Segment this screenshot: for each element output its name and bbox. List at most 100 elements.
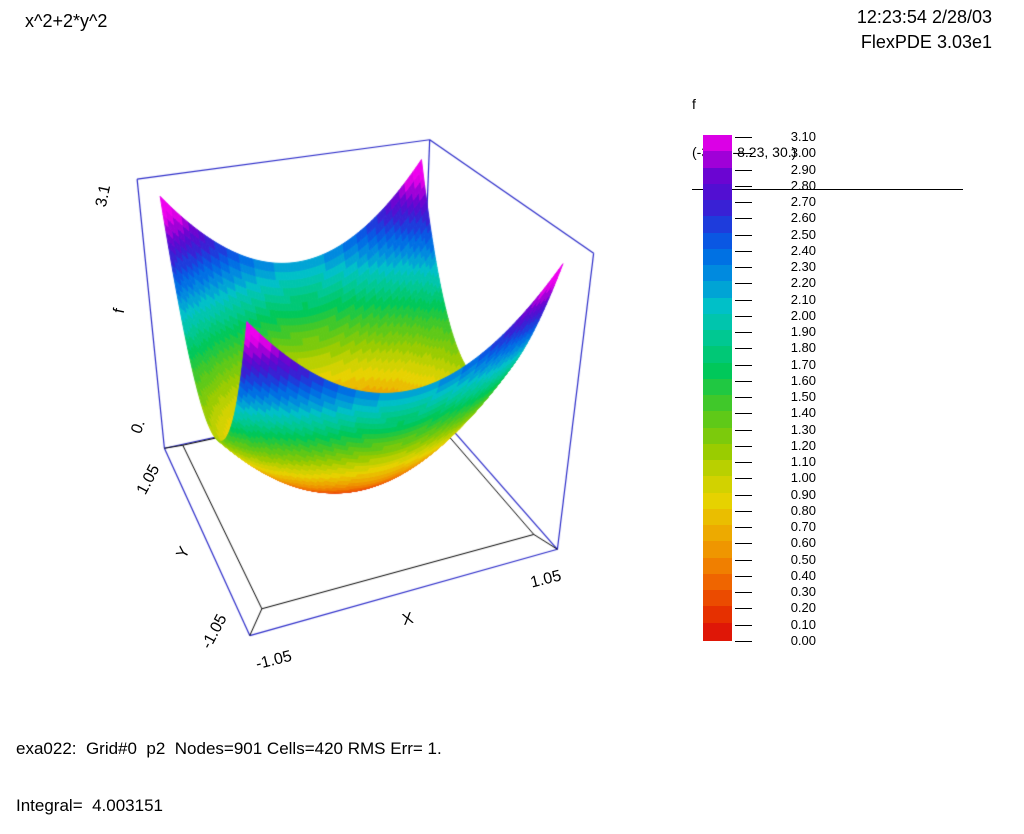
legend-tick: [735, 234, 752, 236]
legend-band: [703, 183, 732, 203]
legend-tick: [735, 250, 752, 252]
legend-tick: [735, 380, 752, 382]
legend-label: 1.50: [790, 389, 816, 405]
legend-band: [703, 378, 732, 398]
legend-tick: [735, 267, 752, 269]
legend-label: 0.30: [790, 584, 816, 600]
legend-band: [703, 297, 732, 316]
legend-label: 1.40: [790, 405, 816, 421]
legend-label: 2.70: [790, 194, 816, 210]
legend-tick: [735, 608, 752, 610]
legend-label: 2.10: [790, 291, 816, 307]
legend-tick: [735, 445, 752, 447]
legend-label: 0.10: [790, 616, 816, 632]
legend-band: [703, 622, 732, 641]
legend-tick: [735, 137, 752, 138]
legend-label: 2.60: [790, 210, 816, 226]
legend-label: 0.50: [790, 551, 816, 567]
legend-label: 0.40: [790, 567, 816, 583]
legend-label: 2.90: [790, 161, 816, 177]
legend-tick: [735, 624, 752, 626]
surface-plot-canvas: [0, 0, 1024, 768]
app-version: FlexPDE 3.03e1: [860, 32, 992, 52]
legend-tick: [735, 413, 752, 415]
legend-label: 2.30: [790, 259, 816, 275]
legend-tick: [735, 218, 752, 220]
legend-label: 1.00: [790, 470, 816, 486]
legend-label: 0.80: [790, 502, 816, 518]
legend-band: [703, 443, 732, 463]
legend-label: 1.80: [790, 340, 816, 356]
legend-band: [703, 427, 732, 446]
legend-label: 0.90: [790, 486, 816, 502]
legend-band: [703, 508, 732, 528]
timestamp: 12:23:54 2/28/03: [856, 7, 992, 27]
legend-band: [703, 313, 732, 333]
legend-tick: [735, 283, 752, 285]
legend-label: 1.10: [790, 454, 816, 470]
legend-tick: [735, 202, 752, 204]
legend-tick: [735, 332, 752, 334]
legend-label: 2.50: [790, 226, 816, 242]
legend-tick: [735, 462, 752, 464]
legend-band: [703, 525, 732, 544]
legend-tick: [735, 169, 752, 171]
legend-band: [703, 330, 732, 349]
legend-label: 0.20: [790, 600, 816, 616]
legend-tick: [735, 527, 752, 529]
legend-label: 0.00: [790, 632, 816, 648]
legend-tick: [735, 299, 752, 301]
legend-label: 1.70: [790, 356, 816, 372]
legend-label: 2.80: [790, 177, 816, 193]
legend-band: [703, 541, 732, 560]
legend-tick: [735, 364, 752, 366]
legend-band: [703, 200, 732, 219]
legend-label: 0.60: [790, 535, 816, 551]
legend-band: [703, 590, 732, 609]
legend-tick: [735, 478, 752, 480]
legend-band: [703, 476, 732, 495]
legend-variable: f: [692, 96, 696, 112]
legend-header: f (-3.41,-8.23, 30.): [692, 64, 963, 190]
legend-band: [703, 135, 732, 154]
legend-band: [703, 492, 732, 511]
legend-label: 1.60: [790, 372, 816, 388]
status-line-1: exa022: Grid#0 p2 Nodes=901 Cells=420 RM…: [16, 739, 442, 758]
legend-tick: [735, 640, 752, 642]
legend-band: [703, 248, 732, 268]
legend-band: [703, 606, 732, 625]
legend-tick: [735, 185, 752, 187]
legend-band: [703, 346, 732, 365]
legend-band: [703, 151, 732, 170]
legend-tick: [735, 510, 752, 512]
legend-viewpoint: (-3.41,-8.23, 30.): [692, 144, 797, 160]
legend-band: [703, 167, 732, 186]
legend-label: 1.90: [790, 324, 816, 340]
plot-title: x^2+2*y^2: [25, 11, 108, 31]
legend-tick: [735, 153, 752, 155]
legend-label: 2.40: [790, 242, 816, 258]
legend-tick: [735, 543, 752, 545]
legend-label: 2.00: [790, 307, 816, 323]
legend-tick: [735, 429, 752, 431]
legend-label: 2.20: [790, 275, 816, 291]
legend-tick: [735, 575, 752, 577]
header-stamp: 12:23:54 2/28/03 FlexPDE 3.03e1: [857, 5, 992, 55]
legend-band: [703, 216, 732, 235]
legend-label: 1.20: [790, 437, 816, 453]
legend-band: [703, 232, 732, 251]
legend-label: 3.00: [790, 145, 816, 161]
legend-tick: [735, 592, 752, 594]
legend-label: 0.70: [790, 519, 816, 535]
legend-band: [703, 411, 732, 430]
legend-band: [703, 265, 732, 284]
legend-band: [703, 362, 732, 381]
legend-tick: [735, 494, 752, 496]
legend-band: [703, 573, 732, 593]
legend-tick: [735, 397, 752, 399]
legend-band: [703, 281, 732, 300]
legend-tick: [735, 348, 752, 350]
legend-tick: [735, 559, 752, 561]
legend-label: 3.10: [790, 129, 816, 144]
legend-band: [703, 460, 732, 479]
